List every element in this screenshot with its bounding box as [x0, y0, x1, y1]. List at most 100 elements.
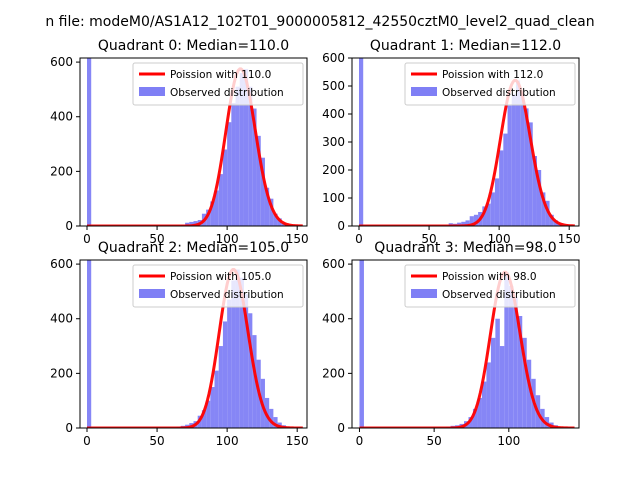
histogram-bar	[206, 209, 211, 226]
histogram-bar	[520, 94, 525, 226]
legend-line-label: Poission with 105.0	[170, 271, 271, 283]
y-tick-label: 400	[322, 107, 345, 121]
histogram-bar	[256, 135, 261, 226]
histogram-bar	[231, 103, 236, 226]
legend: Poission with 112.0 Observed distribution	[404, 62, 576, 106]
y-tick-label: 200	[50, 164, 73, 178]
histogram-bar	[522, 337, 527, 428]
histogram-bar	[508, 285, 514, 428]
poisson-curve	[86, 268, 303, 428]
histogram-bar	[248, 313, 253, 428]
histogram-bar	[222, 321, 228, 428]
x-tick-label: 150	[286, 232, 309, 246]
axes-frame	[79, 259, 308, 429]
histogram-bar	[214, 370, 219, 428]
histogram-bar	[269, 408, 274, 428]
histogram-bar	[457, 222, 462, 226]
histogram-bar	[87, 260, 92, 428]
histogram-bar	[528, 122, 533, 226]
histogram-bar	[549, 214, 554, 226]
legend-bar-label: Observed distribution	[170, 289, 284, 301]
plot-area	[86, 260, 303, 428]
y-tick-label: 600	[50, 55, 73, 69]
histogram-bar	[210, 201, 215, 226]
legend-box	[404, 264, 576, 308]
x-tick-label: 0	[83, 434, 91, 448]
plot-area	[359, 260, 575, 428]
histogram-bar	[486, 362, 491, 428]
histogram-bar	[243, 294, 249, 428]
histogram-bar	[490, 337, 496, 428]
histogram-bar	[87, 58, 92, 226]
histogram-bar	[499, 150, 504, 226]
y-tick-label: 400	[322, 312, 345, 326]
histogram-bar	[503, 133, 508, 226]
y-tick-label: 600	[322, 51, 345, 65]
legend-bar-swatch	[139, 87, 165, 96]
histogram-bar	[477, 397, 482, 428]
histogram-bar	[468, 417, 473, 428]
histogram-bar	[513, 296, 518, 428]
legend-bar-label: Observed distribution	[442, 87, 556, 99]
histogram-bar	[206, 400, 211, 428]
histogram-bar	[515, 80, 521, 226]
histogram-bar	[273, 213, 278, 226]
y-tick-label: 600	[322, 257, 345, 271]
panel-title: Quadrant 1: Median=112.0	[370, 38, 561, 54]
legend-box	[132, 62, 304, 106]
y-tick-label: 0	[65, 219, 73, 233]
axes-frame	[351, 259, 580, 429]
panel-title: Quadrant 2: Median=105.0	[98, 240, 289, 256]
y-tick-label: 600	[50, 257, 73, 271]
x-tick-label: 0	[356, 434, 364, 448]
histogram-bar	[545, 200, 550, 226]
histogram-bar	[490, 192, 495, 226]
x-tick-label: 50	[149, 232, 164, 246]
histogram-bar	[359, 260, 364, 428]
y-tick-label: 200	[50, 366, 73, 380]
x-tick-label: 50	[149, 434, 164, 448]
y-tick-label: 300	[322, 135, 345, 149]
legend: Poission with 105.0 Observed distribution	[132, 264, 304, 308]
x-tick-label: 100	[216, 232, 239, 246]
histogram-bar	[526, 359, 532, 428]
x-tick-label: 0	[83, 232, 91, 246]
histogram-bar	[511, 94, 516, 226]
histogram-bar	[524, 108, 529, 226]
histogram-bar	[222, 149, 228, 226]
histogram-bar	[269, 198, 274, 226]
histogram-bar	[243, 68, 249, 226]
y-tick-label: 400	[50, 110, 73, 124]
x-tick-label: 100	[216, 434, 239, 448]
histogram-bar	[189, 221, 194, 226]
legend-bar-label: Observed distribution	[442, 289, 556, 301]
legend-bar-swatch	[139, 289, 165, 298]
histogram-bar	[239, 277, 244, 428]
histogram-bar	[227, 122, 232, 226]
histogram-bar	[486, 203, 491, 226]
histogram-bar	[260, 157, 265, 226]
legend-bar-swatch	[411, 87, 437, 96]
x-tick-label: 150	[286, 434, 309, 448]
histogram-bar	[494, 178, 500, 226]
legend-bar-label: Observed distribution	[170, 87, 284, 99]
histogram-bar	[507, 105, 512, 226]
histogram-bar	[536, 170, 542, 226]
legend-line-label: Poission with 112.0	[442, 69, 543, 81]
histogram-bar	[248, 86, 253, 226]
legend-bar-swatch	[411, 289, 437, 298]
histogram-bar	[218, 174, 223, 226]
x-tick-label: 50	[426, 434, 441, 448]
histogram-bar	[473, 214, 479, 226]
y-tick-label: 200	[322, 366, 345, 380]
histogram-bar	[201, 410, 207, 428]
panel-2: 0 50 100 150 0 200 400 600 Quadrant 2: Median=10…	[50, 240, 309, 448]
histogram-bar	[495, 318, 500, 428]
y-tick-label: 400	[50, 312, 73, 326]
histogram-bar	[469, 216, 474, 226]
histogram-bar	[218, 346, 223, 428]
histogram-bar	[277, 218, 282, 226]
histogram-bar	[273, 417, 278, 428]
axes-frame	[79, 57, 308, 227]
